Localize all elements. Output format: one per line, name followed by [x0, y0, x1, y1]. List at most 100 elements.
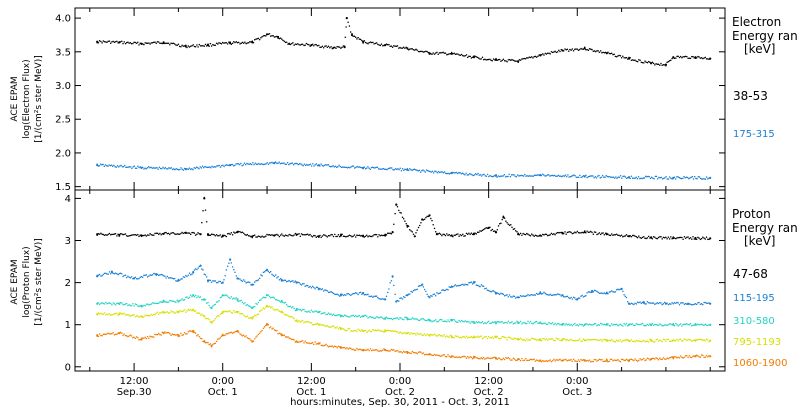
proton-data-point — [221, 235, 224, 238]
proton-data-point — [583, 323, 586, 326]
proton-data-point — [315, 343, 318, 345]
proton-data-point — [422, 352, 425, 354]
proton-data-point — [634, 340, 636, 343]
proton-data-point — [310, 322, 313, 324]
electron-data-point — [124, 42, 127, 45]
electron-data-point — [571, 174, 574, 177]
electron-data-point — [515, 175, 518, 178]
proton-data-point — [703, 301, 705, 304]
proton-data-point — [100, 302, 102, 305]
electron-data-point — [243, 162, 246, 164]
proton-data-point — [554, 233, 556, 236]
proton-data-point — [269, 326, 272, 328]
proton-data-point — [217, 235, 219, 237]
proton-data-point — [492, 290, 495, 292]
electron-data-point — [556, 175, 558, 178]
electron-data-point — [229, 42, 232, 45]
electron-data-point — [599, 50, 602, 52]
proton-data-point — [630, 302, 633, 305]
proton-data-point — [118, 302, 121, 305]
proton-data-point — [325, 313, 327, 316]
proton-data-point — [421, 218, 424, 221]
proton-data-point — [667, 357, 670, 360]
electron-data-point — [343, 46, 346, 49]
electron-legend-title: Electron — [732, 15, 781, 29]
proton-data-point — [517, 296, 520, 299]
proton-data-point — [596, 290, 598, 293]
proton-data-point — [556, 231, 559, 234]
proton-data-point — [350, 234, 352, 237]
proton-data-point — [106, 303, 108, 305]
proton-data-point — [389, 329, 391, 332]
electron-data-point — [523, 57, 526, 60]
proton-data-point — [569, 230, 571, 233]
proton-data-point — [268, 271, 271, 274]
proton-data-point — [665, 324, 667, 326]
proton-data-point — [428, 296, 431, 299]
proton-data-point — [156, 333, 159, 336]
proton-data-point — [641, 236, 644, 239]
proton-data-point — [358, 291, 361, 294]
proton-data-point — [384, 234, 387, 237]
proton-data-point — [675, 339, 677, 342]
proton-data-point — [442, 289, 444, 291]
proton-data-point — [482, 322, 485, 325]
proton-data-point — [468, 232, 470, 235]
electron-data-point — [481, 56, 484, 59]
proton-data-point — [498, 357, 501, 360]
proton-data-point — [285, 234, 288, 237]
proton-data-point — [223, 234, 225, 236]
proton-data-point — [539, 359, 542, 362]
proton-data-point — [676, 356, 678, 359]
proton-data-point — [676, 301, 678, 304]
proton-data-point — [225, 235, 228, 238]
proton-data-point — [380, 350, 383, 352]
electron-data-point — [548, 52, 550, 54]
proton-data-point — [436, 335, 438, 337]
proton-data-point — [639, 358, 641, 360]
proton-data-point — [462, 356, 464, 358]
proton-data-point — [447, 336, 449, 338]
proton-data-point — [608, 360, 611, 363]
proton-data-point — [310, 342, 313, 344]
electron-data-point — [244, 41, 246, 43]
proton-data-point — [496, 335, 499, 337]
electron-data-point — [322, 47, 325, 49]
proton-data-point — [317, 235, 320, 238]
proton-data-point — [373, 349, 375, 352]
electron-data-point — [403, 169, 405, 172]
proton-data-point — [369, 235, 372, 238]
electron-data-point — [197, 46, 199, 48]
electron-data-point — [184, 45, 187, 48]
proton-data-point — [578, 297, 581, 299]
proton-data-point — [137, 233, 139, 236]
proton-data-point — [237, 300, 240, 302]
proton-data-point — [588, 323, 591, 326]
proton-data-point — [571, 232, 574, 235]
proton-data-point — [141, 337, 144, 339]
proton-data-point — [185, 333, 187, 335]
proton-data-point — [481, 337, 484, 340]
proton-data-point — [652, 302, 655, 304]
electron-data-point — [247, 41, 250, 44]
proton-data-point — [239, 333, 241, 335]
electron-data-point — [518, 175, 520, 177]
electron-data-point — [491, 175, 494, 178]
electron-data-point — [330, 46, 332, 48]
proton-data-point — [384, 348, 387, 352]
proton-data-point — [434, 231, 437, 233]
proton-data-point — [96, 302, 99, 305]
proton-data-point — [694, 355, 697, 358]
proton-data-point — [551, 294, 554, 297]
proton-data-point — [189, 274, 192, 276]
electron-data-point — [656, 178, 659, 180]
proton-data-point — [144, 304, 146, 307]
proton-data-point — [316, 286, 319, 289]
proton-data-point — [336, 326, 338, 328]
proton-data-point — [447, 354, 449, 356]
proton-data-point — [187, 274, 190, 276]
proton-y-tick-label: 3 — [65, 236, 71, 247]
proton-data-point — [414, 351, 416, 354]
proton-data-point — [139, 276, 141, 278]
